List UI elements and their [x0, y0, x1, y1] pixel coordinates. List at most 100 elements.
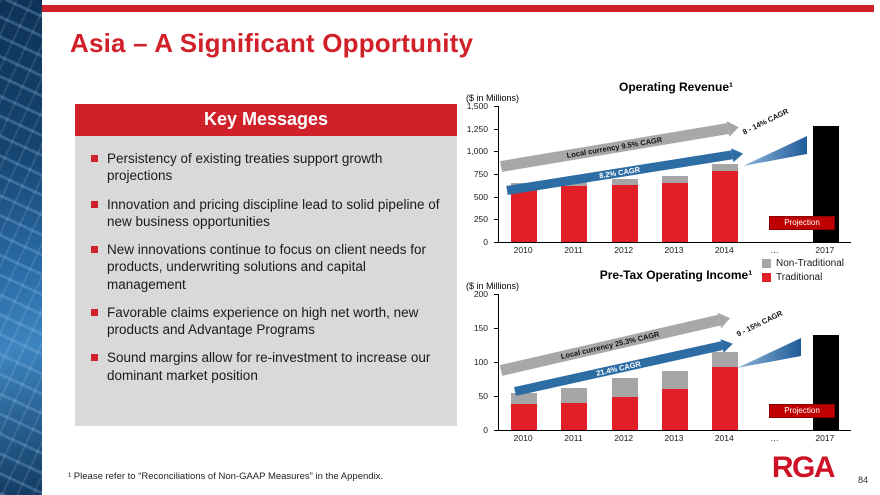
key-message-text: Persistency of existing treaties support…: [107, 151, 383, 184]
bar-segment-non-traditional: [712, 351, 739, 368]
y-axis-tick-label: 1,500: [467, 101, 499, 111]
y-axis-tick-label: 750: [474, 169, 499, 179]
bar-segment-traditional: [511, 404, 538, 430]
x-axis: 2010 2011 2012 2013 2014 … 2017: [498, 433, 850, 445]
bar-segment-non-traditional: [611, 378, 638, 398]
x-axis: 2010 2011 2012 2013 2014 … 2017: [498, 245, 850, 257]
key-message-item: Favorable claims experience on high net …: [89, 304, 445, 339]
bar-segment-traditional: [611, 184, 638, 242]
y-axis-tick-label: 1,000: [467, 146, 499, 156]
x-axis-tick-label: 2014: [714, 245, 734, 255]
wedge-shape: [743, 136, 807, 166]
key-message-text: Sound margins allow for re-investment to…: [107, 350, 431, 383]
x-axis-tick-label: 2014: [714, 433, 734, 443]
y-axis: 0 250 500 750 1,000 1,250 1,500: [462, 101, 499, 247]
y-axis: 0 50 100 150 200: [462, 289, 499, 435]
chart-units-label: ($ in Millions): [466, 93, 520, 103]
y-axis-tick-label: 250: [474, 214, 499, 224]
bar-segment-traditional: [662, 182, 688, 242]
chart-plot-area: Local currency 9.5% CAGR 8.2% CAGR 8 - 1…: [498, 106, 851, 243]
key-message-text: Favorable claims experience on high net …: [107, 304, 419, 338]
y-axis-tick-label: 100: [474, 357, 499, 367]
key-messages-list: Persistency of existing treaties support…: [75, 136, 457, 426]
legend-swatch: [762, 273, 771, 282]
key-message-item: New innovations continue to focus on cli…: [89, 241, 445, 293]
key-message-text: Innovation and pricing discipline lead t…: [107, 196, 440, 229]
bar-stack: [511, 294, 538, 430]
bar-segment-non-traditional: [611, 179, 638, 185]
key-messages-header: Key Messages: [75, 104, 457, 136]
projection-badge: Projection: [769, 404, 835, 418]
bar-stack: [712, 106, 739, 242]
bar-segment-traditional: [511, 188, 538, 242]
rga-logo: RGA: [771, 451, 836, 484]
y-axis-tick-label: 0: [483, 237, 498, 247]
x-axis-tick-label: 2010: [513, 433, 533, 443]
bar-segment-traditional: [662, 389, 688, 430]
chart-title: Pre-Tax Operating Income¹: [599, 268, 753, 282]
page-number: 84: [857, 475, 868, 485]
bar-stack: [712, 294, 739, 430]
x-axis-tick-label: 2017: [815, 433, 835, 443]
top-accent-bar: [42, 5, 874, 12]
x-axis-tick-label: 2012: [614, 433, 634, 443]
bar-segment-traditional: [611, 397, 638, 430]
x-axis-tick-label: 2011: [564, 245, 583, 255]
footnote: ¹ Please refer to “Reconciliations of No…: [68, 471, 384, 482]
x-axis-tick-label: 2017: [815, 245, 835, 255]
legend-item: Non-Traditional: [762, 258, 844, 269]
y-axis-tick-label: 0: [483, 425, 498, 435]
bar-segment-non-traditional: [662, 370, 688, 390]
bar-stack: [511, 106, 538, 242]
bar-segment-non-traditional: [712, 164, 739, 171]
bullet-square-icon: [91, 246, 98, 254]
bullet-square-icon: [91, 308, 98, 316]
bullet-square-icon: [91, 354, 98, 362]
bar-segment-traditional: [712, 170, 739, 242]
key-messages-panel: Key Messages Persistency of existing tre…: [75, 104, 457, 426]
cagr-projection-wedge: 8 - 14% CAGR: [741, 107, 807, 168]
bullet-square-icon: [91, 200, 98, 208]
legend-label: Non-Traditional: [776, 258, 844, 269]
x-axis-tick-label: …: [770, 433, 779, 443]
bar-segment-traditional: [712, 367, 739, 430]
x-axis-tick-label: 2011: [564, 433, 583, 443]
bar-segment-non-traditional: [561, 387, 588, 403]
bar-segment-non-traditional: [662, 175, 688, 183]
y-axis-tick-label: 150: [474, 323, 499, 333]
legend-label: Traditional: [776, 272, 823, 283]
cagr-projection-wedge: 9 - 15% CAGR: [735, 309, 801, 370]
x-axis-tick-label: …: [770, 245, 779, 255]
bullet-square-icon: [91, 155, 98, 162]
x-axis-tick-label: 2012: [614, 245, 634, 255]
bar-segment-traditional: [561, 402, 588, 430]
slide-title: Asia – A Significant Opportunity: [70, 28, 474, 58]
y-axis-tick-label: 1,250: [467, 124, 499, 134]
x-axis-tick-label: 2013: [664, 245, 684, 255]
x-axis-tick-label: 2013: [664, 433, 684, 443]
bar-stack: [662, 294, 688, 430]
bar-stack: [611, 294, 638, 430]
bar-stack: [561, 294, 588, 430]
projection-badge: Projection: [769, 216, 835, 230]
cagr-wedge-label: 9 - 15% CAGR: [735, 308, 784, 339]
key-message-item: Sound margins allow for re-investment to…: [89, 349, 445, 384]
key-message-item: Persistency of existing treaties support…: [89, 150, 445, 185]
bar-segment-non-traditional: [511, 392, 538, 405]
bar-stack: [611, 106, 638, 242]
chart-units-label: ($ in Millions): [466, 281, 520, 291]
chart-legend: Non-Traditional Traditional: [762, 258, 844, 286]
legend-swatch: [762, 259, 771, 268]
y-axis-tick-label: 200: [474, 289, 499, 299]
wedge-shape: [737, 338, 801, 368]
chart-operating-revenue: Operating Revenue¹ ($ in Millions) 0 250 5…: [462, 80, 862, 258]
chart-pretax-operating-income: Pre-Tax Operating Income¹ ($ in Millions…: [462, 268, 862, 446]
chart-plot-area: Local currency 25.3% CAGR 21.4% CAGR 9 -…: [498, 294, 851, 431]
chart-title: Operating Revenue¹: [618, 80, 734, 94]
x-axis-tick-label: 2010: [513, 245, 533, 255]
y-axis-tick-label: 500: [474, 192, 499, 202]
key-message-text: New innovations continue to focus on cli…: [107, 242, 426, 292]
key-message-item: Innovation and pricing discipline lead t…: [89, 196, 445, 231]
bar-segment-traditional: [561, 186, 588, 242]
